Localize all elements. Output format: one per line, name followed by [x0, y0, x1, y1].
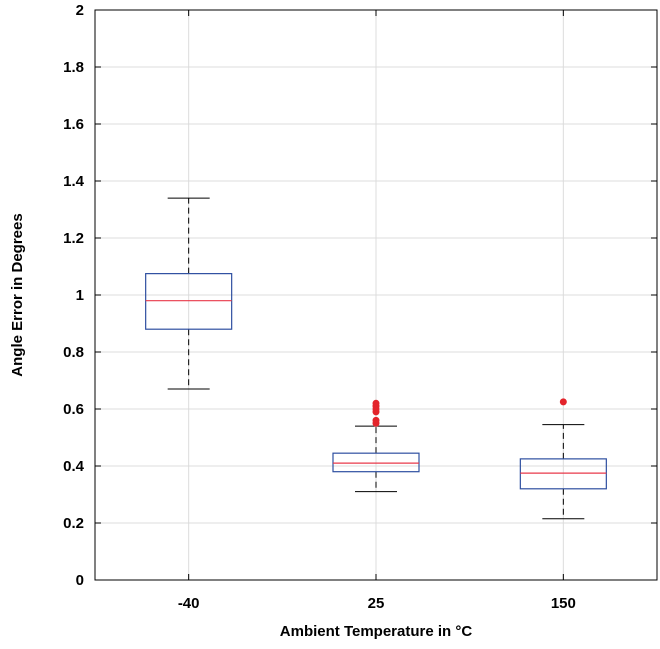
y-tick-label: 1	[76, 287, 84, 304]
x-tick-label: -40	[178, 595, 200, 612]
y-tick-label: 1.8	[63, 59, 84, 76]
y-axis-label: Angle Error in Degrees	[9, 213, 26, 376]
x-axis-label: Ambient Temperature in °C	[280, 623, 473, 640]
box-group-25	[332, 399, 420, 493]
y-tick-label: 0.6	[63, 401, 84, 418]
y-tick-labels: 0 0.2 0.4 0.6 0.8 1 1.2 1.4 1.6 1.8 2	[63, 2, 85, 589]
y-tick-label: 0.8	[63, 344, 84, 361]
outlier-point	[559, 398, 567, 406]
iqr-box	[519, 458, 607, 490]
y-tick-label: 1.4	[63, 173, 85, 190]
boxes-layer	[145, 197, 607, 520]
iqr-box	[145, 273, 233, 330]
outlier-point	[372, 416, 380, 424]
iqr-box	[332, 452, 420, 473]
y-tick-label: 1.6	[63, 116, 84, 133]
x-tick-label: 25	[368, 595, 385, 612]
y-tick-label: 2	[76, 2, 84, 19]
box-group-150	[519, 398, 607, 520]
outlier-point	[372, 399, 380, 407]
y-tick-label: 0.4	[63, 458, 85, 475]
x-tick-labels: -40 25 150	[178, 595, 576, 612]
x-tick-label: 150	[551, 595, 576, 612]
y-tick-label: 1.2	[63, 230, 84, 247]
plot-frame	[94, 9, 658, 581]
box-group--40	[145, 197, 233, 390]
y-tick-label: 0	[76, 572, 84, 589]
y-tick-label: 0.2	[63, 515, 84, 532]
